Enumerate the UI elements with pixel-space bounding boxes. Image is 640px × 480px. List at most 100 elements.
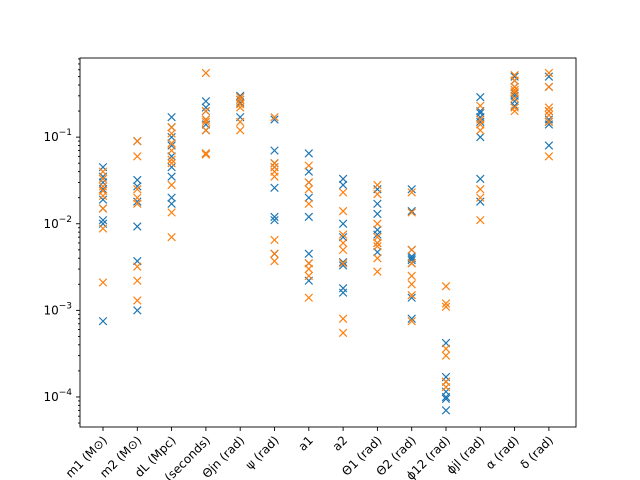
data-point-series-1-12-6 (510, 103, 519, 112)
data-point-series-1-13-3 (544, 106, 554, 116)
data-point-series-1-8-2 (373, 219, 382, 228)
data-point-series-0-6-1 (304, 167, 314, 176)
data-point-series-1-8-7 (373, 267, 382, 276)
data-point-series-1-13-5 (544, 117, 554, 127)
data-point-series-0-11-6 (476, 174, 485, 184)
data-point-series-1-0-7 (98, 278, 108, 287)
data-point-series-1-9-6 (407, 290, 416, 300)
data-point-series-1-7-1 (338, 206, 348, 216)
data-point-series-1-11-4 (476, 185, 485, 194)
data-point-series-1-7-5 (338, 259, 348, 268)
data-point-series-1-5-0 (270, 112, 279, 122)
data-point-series-1-2-2 (167, 139, 176, 148)
data-point-series-1-1-7 (133, 296, 142, 305)
data-point-series-1-6-1 (304, 178, 314, 187)
data-point-series-0-5-6 (270, 215, 279, 225)
y-tick-label: 10−1 (43, 128, 72, 144)
data-point-series-0-9-3 (407, 252, 416, 261)
y-tick-label: 10−2 (43, 215, 72, 231)
data-point-series-0-0-8 (98, 316, 108, 326)
data-point-series-1-5-1 (270, 158, 279, 168)
data-point-series-1-8-1 (373, 189, 382, 199)
data-point-series-0-7-4 (338, 257, 348, 267)
data-point-series-1-9-4 (407, 271, 416, 281)
data-point-series-0-11-0 (476, 92, 485, 102)
data-point-series-1-6-2 (304, 185, 314, 194)
axis-frame (79, 57, 577, 428)
data-point-series-0-5-1 (270, 146, 279, 155)
data-point-series-1-2-5 (167, 158, 176, 168)
data-point-series-0-1-1 (133, 175, 142, 185)
data-point-series-0-7-5 (338, 261, 348, 270)
data-point-series-1-9-1 (407, 208, 416, 217)
data-point-series-1-3-4 (201, 126, 211, 135)
data-point-series-0-4-0 (235, 91, 245, 101)
data-point-series-1-3-5 (201, 149, 211, 158)
data-point-series-0-7-2 (338, 219, 348, 228)
data-point-series-0-9-8 (407, 314, 416, 323)
data-point-series-0-13-0 (544, 72, 554, 81)
data-point-series-1-9-3 (407, 259, 416, 268)
data-point-series-1-8-5 (373, 242, 382, 251)
data-point-series-1-4-0 (235, 92, 245, 102)
data-point-series-0-3-0 (201, 96, 211, 106)
data-point-series-0-11-4 (476, 117, 485, 127)
data-point-series-1-13-4 (544, 110, 554, 120)
data-point-series-0-0-6 (98, 215, 108, 225)
data-point-series-1-6-0 (304, 161, 314, 170)
data-point-series-0-5-4 (270, 183, 279, 193)
data-point-series-1-1-0 (133, 136, 142, 146)
data-point-series-1-13-2 (544, 103, 554, 112)
data-point-series-1-4-4 (235, 117, 245, 127)
data-point-series-1-6-3 (304, 199, 314, 209)
data-point-series-0-5-0 (270, 115, 279, 124)
data-point-series-0-0-4 (98, 195, 108, 204)
data-point-series-1-3-6 (201, 150, 211, 159)
data-point-series-1-2-8 (167, 232, 176, 242)
data-point-series-0-0-2 (98, 178, 108, 187)
data-point-series-0-2-7 (167, 193, 176, 202)
data-point-series-1-0-4 (98, 191, 108, 201)
data-point-series-1-4-3 (235, 103, 245, 112)
data-point-series-1-0-0 (98, 167, 108, 176)
data-point-series-1-10-2 (441, 302, 451, 311)
data-point-series-0-13-5 (544, 120, 554, 129)
data-point-series-1-8-4 (373, 238, 382, 248)
data-point-series-0-2-6 (167, 172, 176, 181)
data-point-series-1-11-0 (476, 101, 485, 111)
data-point-series-0-9-7 (407, 293, 416, 302)
data-point-series-1-1-6 (133, 276, 142, 285)
y-tick-label: 10−4 (43, 388, 72, 404)
data-point-series-0-9-0 (407, 185, 416, 194)
data-point-series-1-7-6 (338, 314, 348, 323)
data-point-series-1-10-1 (441, 299, 451, 308)
data-point-series-0-5-5 (270, 212, 279, 222)
data-point-series-0-13-6 (544, 141, 554, 150)
data-point-series-1-4-5 (235, 126, 245, 135)
data-point-series-1-3-0 (201, 68, 211, 78)
data-point-series-1-11-6 (476, 215, 485, 225)
data-point-series-1-3-3 (201, 117, 211, 127)
data-point-series-0-3-1 (201, 103, 211, 112)
data-point-series-0-6-4 (304, 212, 314, 222)
data-point-series-1-5-4 (270, 172, 279, 181)
data-point-series-1-13-1 (544, 82, 554, 92)
data-point-series-1-12-5 (510, 94, 519, 103)
data-point-series-1-3-2 (201, 115, 211, 124)
data-point-series-1-2-0 (167, 123, 176, 132)
data-point-series-1-12-1 (510, 76, 519, 85)
data-point-series-0-1-2 (133, 182, 142, 191)
data-point-series-1-7-7 (338, 328, 348, 338)
data-point-series-0-6-0 (304, 149, 314, 158)
data-point-series-1-9-0 (407, 188, 416, 197)
data-point-series-1-10-6 (441, 382, 451, 392)
data-point-series-1-6-6 (304, 271, 314, 281)
data-point-series-1-5-5 (270, 235, 279, 245)
data-point-series-0-7-7 (338, 288, 348, 297)
data-point-series-1-5-7 (270, 256, 279, 266)
y-tick-label: 10−3 (43, 301, 72, 317)
data-point-series-1-1-4 (133, 199, 142, 209)
data-point-series-1-6-7 (304, 293, 314, 302)
data-point-series-1-2-4 (167, 155, 176, 164)
